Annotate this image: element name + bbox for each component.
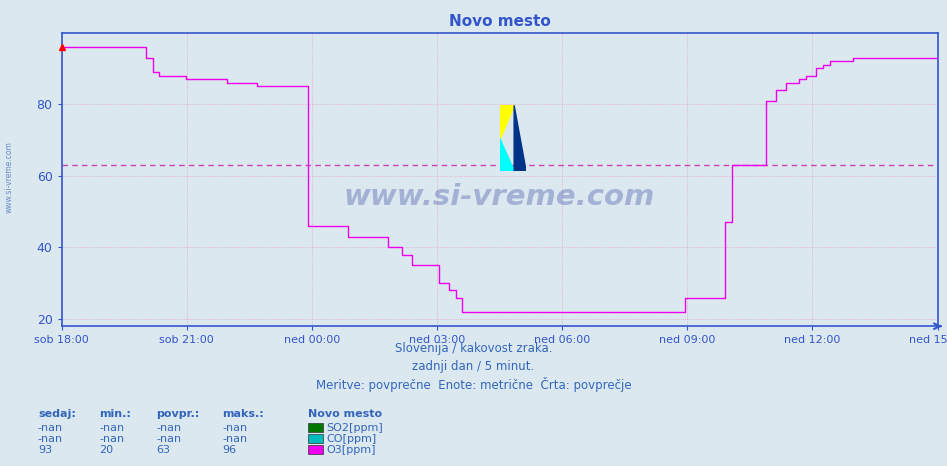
Text: povpr.:: povpr.: (156, 409, 200, 419)
Text: -nan: -nan (38, 423, 63, 433)
Polygon shape (500, 138, 514, 171)
Text: -nan: -nan (223, 434, 248, 444)
Text: www.si-vreme.com: www.si-vreme.com (344, 183, 655, 211)
Polygon shape (500, 105, 514, 138)
Text: O3[ppm]: O3[ppm] (327, 445, 376, 455)
Text: min.:: min.: (99, 409, 132, 419)
Text: 63: 63 (156, 445, 170, 455)
Text: SO2[ppm]: SO2[ppm] (327, 423, 384, 433)
Text: -nan: -nan (99, 434, 125, 444)
Text: -nan: -nan (156, 434, 182, 444)
Text: -nan: -nan (99, 423, 125, 433)
Text: Meritve: povprečne  Enote: metrične  Črta: povprečje: Meritve: povprečne Enote: metrične Črta:… (315, 377, 632, 392)
Text: sedaj:: sedaj: (38, 409, 76, 419)
Text: -nan: -nan (156, 423, 182, 433)
Text: maks.:: maks.: (223, 409, 264, 419)
Text: zadnji dan / 5 minut.: zadnji dan / 5 minut. (412, 361, 535, 373)
Text: -nan: -nan (223, 423, 248, 433)
Text: 20: 20 (99, 445, 114, 455)
Text: 96: 96 (223, 445, 237, 455)
Text: www.si-vreme.com: www.si-vreme.com (5, 141, 14, 213)
Text: -nan: -nan (38, 434, 63, 444)
Text: 93: 93 (38, 445, 52, 455)
Polygon shape (514, 105, 527, 171)
Title: Novo mesto: Novo mesto (449, 14, 550, 29)
Text: Novo mesto: Novo mesto (308, 409, 382, 419)
Text: CO[ppm]: CO[ppm] (327, 434, 377, 444)
Text: Slovenija / kakovost zraka.: Slovenija / kakovost zraka. (395, 342, 552, 355)
